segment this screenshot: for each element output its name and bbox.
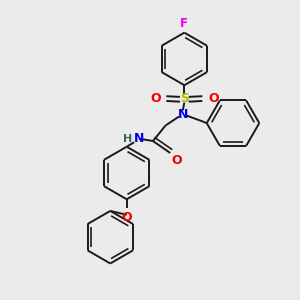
Text: O: O <box>171 154 181 167</box>
Text: N: N <box>134 132 145 145</box>
Text: O: O <box>122 211 132 224</box>
Text: O: O <box>208 92 219 104</box>
Text: F: F <box>180 17 188 30</box>
Text: O: O <box>150 92 161 104</box>
Text: S: S <box>180 92 189 105</box>
Text: H: H <box>123 134 133 144</box>
Text: N: N <box>178 108 188 121</box>
